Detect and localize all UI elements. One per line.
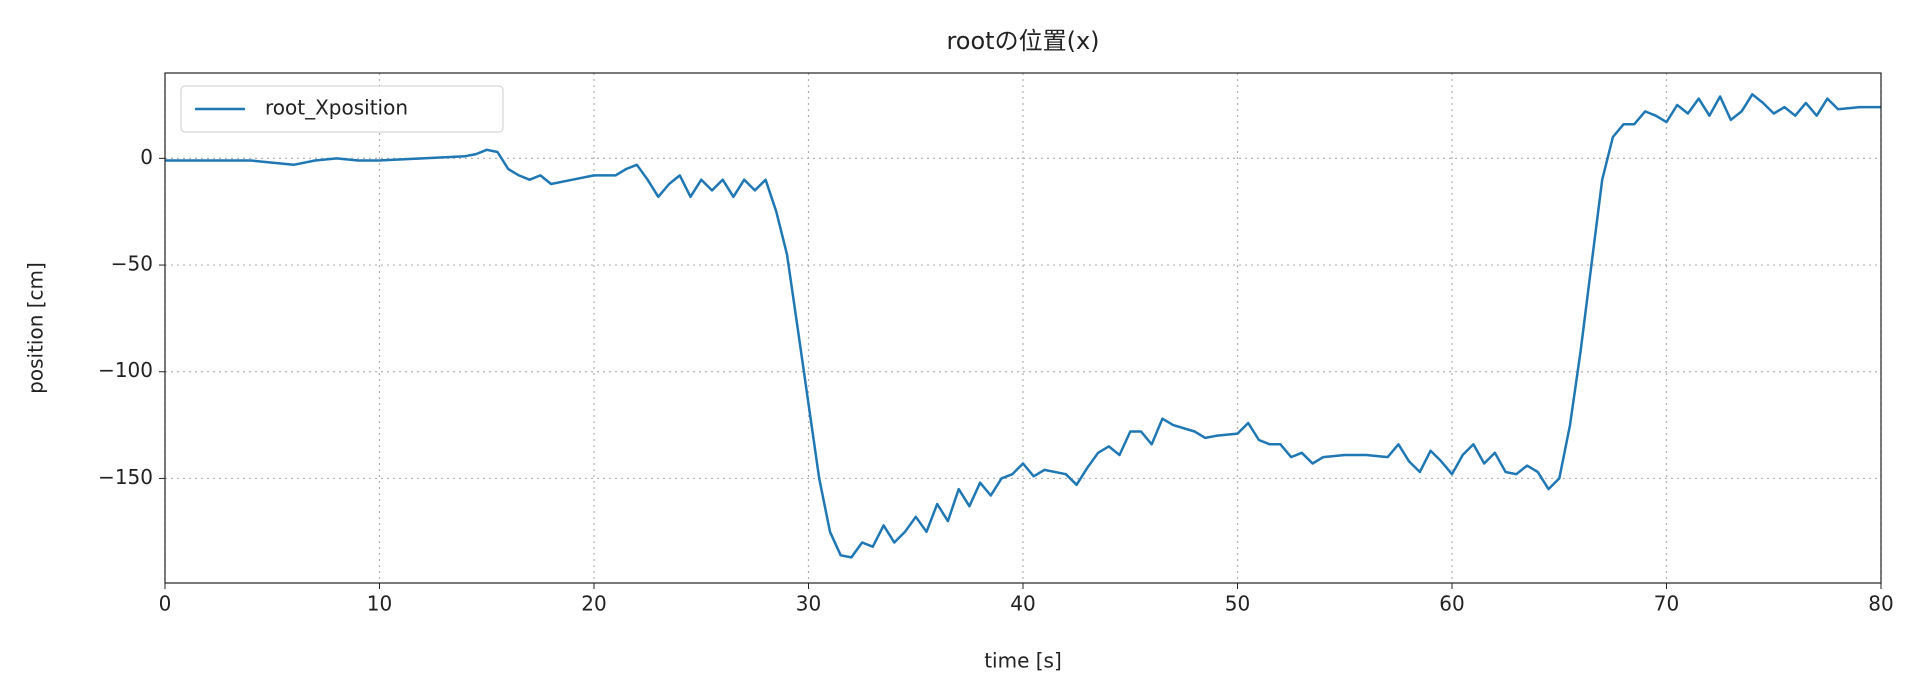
x-tick-label: 0 [159,592,172,616]
x-tick-label: 70 [1654,592,1679,616]
y-tick-label: −50 [111,252,153,276]
x-axis-label: time [s] [984,649,1062,673]
y-tick-label: −150 [98,465,153,489]
x-tick-label: 20 [581,592,606,616]
chart-title: rootの位置(x) [946,27,1099,55]
legend-box [180,85,504,133]
x-tick-label: 40 [1010,592,1035,616]
y-axis-label: position [cm] [24,262,48,394]
y-tick-label: 0 [140,145,153,169]
legend-label: root_Xposition [265,96,408,120]
x-tick-label: 60 [1439,592,1464,616]
x-tick-label: 10 [367,592,392,616]
x-tick-label: 30 [796,592,821,616]
y-tick-label: −100 [98,358,153,382]
data-line [165,93,1881,559]
plot-frame [164,72,1882,584]
x-tick-label: 80 [1868,592,1893,616]
x-tick-label: 50 [1225,592,1250,616]
